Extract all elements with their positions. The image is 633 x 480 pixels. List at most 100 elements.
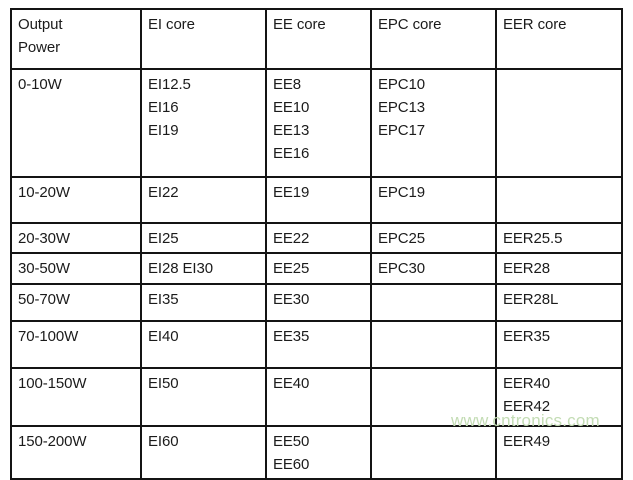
cell-ee-core: EE25: [265, 252, 372, 285]
cell-ei-core: EI40: [140, 320, 267, 369]
cell-ee-core: EE35: [265, 320, 372, 369]
cell-output-power: 100-150W: [10, 367, 142, 427]
cell-eer-core: EER28L: [495, 283, 623, 322]
cell-eer-core: [495, 68, 623, 178]
cell-line: EER49: [503, 433, 551, 450]
cell-eer-core: EER35: [495, 320, 623, 369]
cell-line: 50-70W: [18, 291, 70, 308]
cell-ee-core: EE50 EE60: [265, 425, 372, 480]
cell-line: EI50: [148, 375, 179, 392]
cell-line: EI22: [148, 184, 179, 201]
cell-line: EPC17: [378, 122, 426, 139]
cell-line: EI core: [148, 16, 195, 33]
cell-epc-core: EPC19: [370, 176, 497, 224]
cell-ee-core: EE30: [265, 283, 372, 322]
table-body: Output Power EI core EE core EPC core EER cor…: [10, 8, 623, 480]
cell-line: Power: [18, 39, 61, 56]
column-header-output-power: Output Power: [10, 8, 142, 70]
cell-line: EI12.5: [148, 76, 191, 93]
cell-line: 100-150W: [18, 375, 87, 392]
cell-line: EER35: [503, 328, 551, 345]
cell-line: 0-10W: [18, 76, 62, 93]
cell-ee-core: EE40: [265, 367, 372, 427]
cell-ei-core: EI28 EI30: [140, 252, 267, 285]
cell-epc-core: [370, 425, 497, 480]
column-header-epc-core: EPC core: [370, 8, 497, 70]
cell-line: EER core: [503, 16, 567, 33]
cell-output-power: 70-100W: [10, 320, 142, 369]
page-canvas: Output Power EI core EE core EPC core EER cor…: [10, 8, 623, 480]
cell-line: EI35: [148, 291, 179, 308]
cell-line: EI19: [148, 122, 179, 139]
cell-line: EI25: [148, 230, 179, 247]
table-row: 70-100W EI40 EE35 EER35: [10, 320, 623, 369]
column-header-ei-core: EI core: [140, 8, 267, 70]
cell-ei-core: EI12.5 EI16 EI19: [140, 68, 267, 178]
cell-line: EI16: [148, 99, 179, 116]
cell-ee-core: EE22: [265, 222, 372, 254]
column-header-eer-core: EER core: [495, 8, 623, 70]
cell-eer-core: EER25.5: [495, 222, 623, 254]
cell-line: EE19: [273, 184, 310, 201]
core-selection-table: Output Power EI core EE core EPC core EER cor…: [10, 8, 623, 480]
cell-line: EER28L: [503, 291, 559, 308]
cell-line: EI60: [148, 433, 179, 450]
cell-line: 20-30W: [18, 230, 70, 247]
cell-output-power: 30-50W: [10, 252, 142, 285]
cell-line: EER42: [503, 398, 551, 415]
cell-output-power: 0-10W: [10, 68, 142, 178]
core-selection-table-wrap: Output Power EI core EE core EPC core EER cor…: [10, 8, 623, 480]
cell-ei-core: EI35: [140, 283, 267, 322]
cell-line: EE50: [273, 433, 310, 450]
cell-output-power: 150-200W: [10, 425, 142, 480]
cell-line: EER25.5: [503, 230, 563, 247]
table-row: 100-150W EI50 EE40 EER40 EER42: [10, 367, 623, 427]
cell-line: EE10: [273, 99, 310, 116]
cell-ei-core: EI22: [140, 176, 267, 224]
cell-line: EPC13: [378, 99, 426, 116]
cell-line: EE30: [273, 291, 310, 308]
cell-line: 70-100W: [18, 328, 79, 345]
cell-line: EER28: [503, 260, 551, 277]
cell-ei-core: EI50: [140, 367, 267, 427]
cell-line: EPC core: [378, 16, 442, 33]
cell-eer-core: EER49: [495, 425, 623, 480]
table-row: 30-50W EI28 EI30 EE25 EPC30 EER28: [10, 252, 623, 285]
cell-line: EE8: [273, 76, 302, 93]
cell-ee-core: EE8 EE10 EE13 EE16: [265, 68, 372, 178]
cell-line: 150-200W: [18, 433, 87, 450]
cell-line: EPC30: [378, 260, 426, 277]
cell-ee-core: EE19: [265, 176, 372, 224]
cell-epc-core: EPC25: [370, 222, 497, 254]
cell-line: Output: [18, 16, 63, 33]
cell-output-power: 10-20W: [10, 176, 142, 224]
column-header-ee-core: EE core: [265, 8, 372, 70]
cell-eer-core: EER28: [495, 252, 623, 285]
cell-line: EE core: [273, 16, 326, 33]
table-row: 0-10W EI12.5 EI16 EI19 EE8 EE10 EE13 EE16 EPC10 E…: [10, 68, 623, 178]
table-row: 50-70W EI35 EE30 EER28L: [10, 283, 623, 322]
cell-eer-core: EER40 EER42: [495, 367, 623, 427]
cell-line: EE60: [273, 456, 310, 473]
cell-output-power: 50-70W: [10, 283, 142, 322]
cell-epc-core: [370, 367, 497, 427]
cell-eer-core: [495, 176, 623, 224]
cell-epc-core: EPC30: [370, 252, 497, 285]
cell-line: EE40: [273, 375, 310, 392]
cell-line: EPC10: [378, 76, 426, 93]
cell-line: EE16: [273, 145, 310, 162]
cell-epc-core: EPC10 EPC13 EPC17: [370, 68, 497, 178]
table-row: 10-20W EI22 EE19 EPC19: [10, 176, 623, 224]
cell-ei-core: EI25: [140, 222, 267, 254]
cell-line: EI40: [148, 328, 179, 345]
cell-line: EER40: [503, 375, 551, 392]
cell-line: 10-20W: [18, 184, 70, 201]
cell-output-power: 20-30W: [10, 222, 142, 254]
cell-line: EPC19: [378, 184, 426, 201]
table-row: 150-200W EI60 EE50 EE60 EER49: [10, 425, 623, 480]
cell-line: EE25: [273, 260, 310, 277]
cell-epc-core: [370, 283, 497, 322]
cell-line: EI28 EI30: [148, 260, 213, 277]
cell-line: EE35: [273, 328, 310, 345]
cell-line: EPC25: [378, 230, 426, 247]
